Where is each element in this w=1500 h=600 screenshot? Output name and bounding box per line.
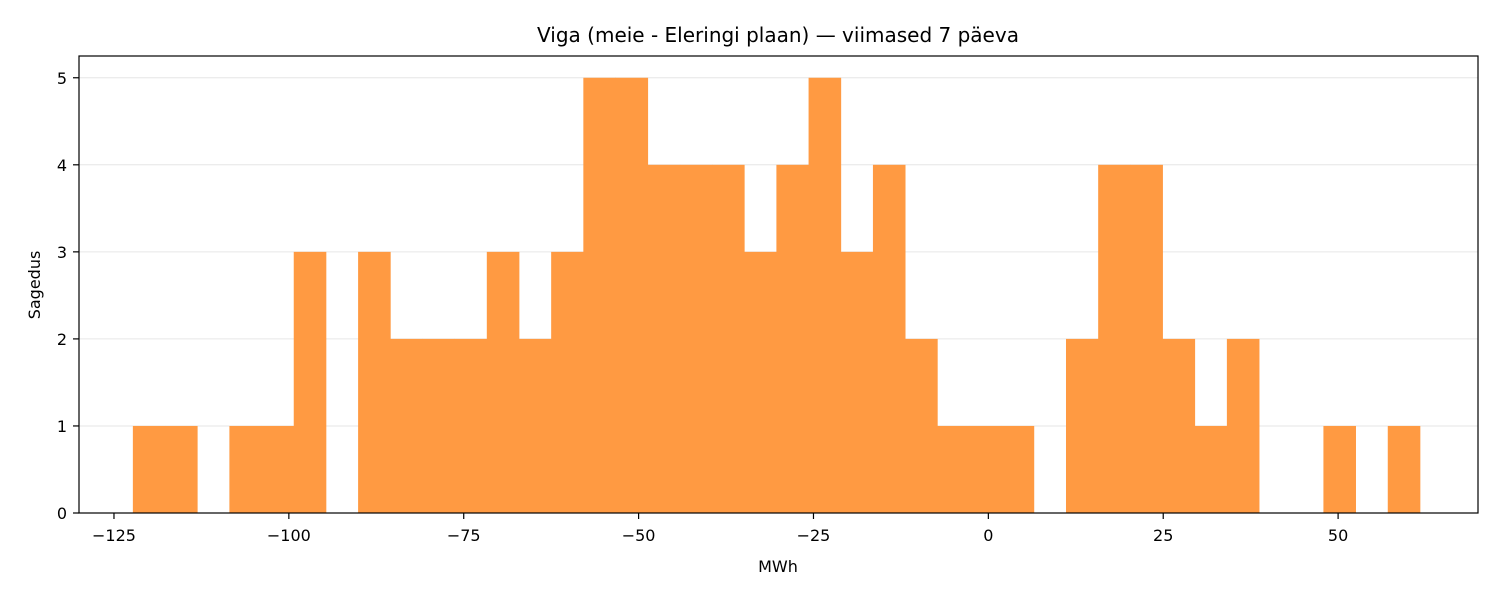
- histogram-bar: [551, 251, 584, 513]
- histogram-bar: [808, 77, 842, 513]
- histogram-bar: [679, 164, 713, 514]
- chart-title: Viga (meie - Eleringi plaan) — viimased …: [537, 23, 1019, 47]
- histogram-bar: [937, 425, 970, 513]
- histogram-bar: [712, 164, 745, 514]
- histogram-bar: [840, 251, 874, 513]
- y-tick-label: 1: [57, 417, 67, 436]
- histogram-bar: [776, 164, 809, 514]
- x-tick-label: −25: [797, 526, 831, 545]
- histogram-bar: [1098, 164, 1131, 514]
- histogram-bar: [261, 425, 295, 513]
- histogram-bar: [744, 251, 777, 513]
- histogram-bar: [905, 338, 938, 513]
- histogram-bar: [1162, 338, 1196, 513]
- histogram-bar: [518, 338, 552, 513]
- histogram-bar: [1194, 425, 1228, 513]
- histogram-bar: [165, 425, 198, 513]
- y-tick-label: 4: [57, 156, 67, 175]
- x-tick-label: −100: [267, 526, 311, 545]
- histogram-bar: [1387, 425, 1421, 513]
- histogram-bar: [358, 251, 391, 513]
- x-tick-label: −50: [622, 526, 656, 545]
- histogram-bar: [1323, 425, 1356, 513]
- histogram-bar: [1065, 338, 1099, 513]
- x-tick-label: −75: [447, 526, 481, 545]
- y-axis-label: Sagedus: [25, 251, 44, 320]
- x-axis-ticks: −125 −100 −75 −50 −25 0 25 50: [92, 513, 1348, 545]
- histogram-bar: [872, 164, 906, 514]
- histogram-bar: [486, 251, 520, 513]
- y-axis-ticks: 0 1 2 3 4 5: [57, 69, 79, 523]
- histogram-bar: [390, 338, 423, 513]
- x-tick-label: −125: [92, 526, 136, 545]
- histogram-bar: [293, 251, 327, 513]
- x-tick-label: 25: [1153, 526, 1173, 545]
- histogram-bar: [1001, 425, 1035, 513]
- histogram-bar: [647, 164, 681, 514]
- histogram-bar: [1130, 164, 1163, 514]
- histogram-bar: [229, 425, 262, 513]
- histogram-bar: [132, 425, 166, 513]
- plot-frame: [78, 55, 1479, 514]
- histogram-bar: [454, 338, 488, 513]
- histogram-bar: [969, 425, 1003, 513]
- bars-layer: [132, 77, 1421, 514]
- x-tick-label: 0: [983, 526, 993, 545]
- y-tick-label: 3: [57, 243, 67, 262]
- x-axis-label: MWh: [758, 557, 798, 576]
- histogram-bar: [615, 77, 649, 513]
- y-tick-label: 0: [57, 504, 67, 523]
- histogram-bar: [1226, 338, 1260, 513]
- histogram-bar: [583, 77, 616, 513]
- histogram-bar: [422, 338, 456, 513]
- x-tick-label: 50: [1328, 526, 1348, 545]
- y-tick-label: 5: [57, 69, 67, 88]
- y-tick-label: 2: [57, 330, 67, 349]
